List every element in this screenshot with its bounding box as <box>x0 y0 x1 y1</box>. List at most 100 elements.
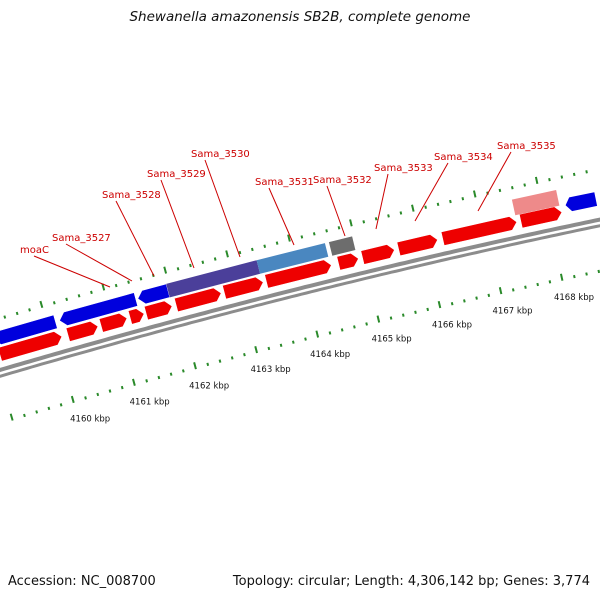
outer-tick <box>534 176 539 184</box>
scale-tick <box>353 325 356 329</box>
scale-tick <box>573 274 576 279</box>
outer-tick <box>287 234 291 242</box>
outer-tick <box>52 301 56 305</box>
label-leader <box>160 179 195 269</box>
outer-tick <box>472 190 477 198</box>
outer-tick <box>225 250 229 258</box>
scale-tick <box>437 300 442 309</box>
scale-tick <box>401 313 405 317</box>
scale-tick <box>426 307 430 312</box>
outer-tick <box>560 175 564 179</box>
reverse-gene <box>137 283 171 305</box>
scale-tick <box>511 288 515 292</box>
scale-tick <box>328 331 332 335</box>
gene-label: Sama_3528 <box>102 190 161 201</box>
outer-tick <box>163 266 168 274</box>
scale-tick <box>120 385 124 390</box>
label-leader <box>115 200 155 277</box>
reverse-gene <box>0 314 58 345</box>
label-leader <box>414 162 449 222</box>
outer-tick <box>90 290 93 295</box>
outer-tick <box>238 250 242 255</box>
forward-gene <box>127 308 145 325</box>
forward-gene <box>360 244 395 265</box>
faded-gene <box>511 190 560 216</box>
label-leader <box>477 151 512 212</box>
forward-gene <box>222 276 264 300</box>
gene-label: Sama_3532 <box>313 175 372 186</box>
scale-tick <box>304 337 307 341</box>
outer-tick <box>300 235 304 239</box>
scale-tick <box>389 316 393 320</box>
outer-tick <box>65 297 69 302</box>
scale-tick <box>47 406 51 411</box>
outer-tick <box>139 277 143 281</box>
scale-tick <box>279 343 283 347</box>
outer-tick <box>511 186 514 190</box>
outer-tick <box>362 220 366 224</box>
outer-tick <box>77 294 81 298</box>
reverse-gene <box>565 192 598 212</box>
scale-label: 4161 kbp <box>130 398 170 408</box>
map-title: Shewanella amazonensis SB2B, complete ge… <box>129 9 471 25</box>
outer-tick <box>411 204 415 212</box>
gene-label: Sama_3529 <box>147 169 206 180</box>
scale-tick <box>498 287 503 295</box>
outer-tick <box>39 300 44 309</box>
forward-gene <box>143 300 173 321</box>
outer-tick <box>250 247 254 252</box>
outer-tick <box>349 219 353 227</box>
outer-tick <box>127 280 130 284</box>
outer-tick <box>189 263 192 268</box>
scale-tick <box>559 273 564 281</box>
outer-tick <box>436 202 440 207</box>
forward-gene <box>98 312 128 333</box>
scale-label: 4163 kbp <box>251 365 291 375</box>
forward-gene <box>396 234 438 257</box>
gene-label: Sama_3535 <box>497 141 556 152</box>
accession-text: Accession: NC_008700 <box>8 574 156 589</box>
scale-tick <box>132 378 136 386</box>
scale-tick <box>9 413 14 421</box>
forward-gene <box>0 331 63 362</box>
scale-tick <box>585 272 588 276</box>
scale-tick <box>108 389 112 393</box>
scale-tick <box>206 362 210 367</box>
backbone-outer <box>0 217 600 373</box>
scale-tick <box>243 353 246 357</box>
outer-tick <box>585 170 588 174</box>
scale-tick <box>487 293 491 298</box>
scale-tick <box>597 269 600 274</box>
outer-tick <box>275 241 279 245</box>
scale-label: 4164 kbp <box>310 350 350 360</box>
outer-tick <box>461 197 465 201</box>
scale-tick <box>524 285 527 289</box>
outer-tick <box>176 267 180 271</box>
scale-tick <box>230 356 234 360</box>
forward-gene <box>518 206 563 229</box>
scale-tick <box>193 362 197 370</box>
scale-tick <box>291 340 295 344</box>
scale-tick <box>145 379 149 383</box>
outer-tick <box>101 283 106 291</box>
label-leader <box>33 255 111 288</box>
scale-tick <box>315 330 320 338</box>
forward-gene <box>173 287 222 313</box>
outer-tick <box>337 226 341 230</box>
outer-tick <box>523 183 526 187</box>
label-leader <box>268 187 295 246</box>
outer-tick <box>572 172 576 177</box>
forward-gene <box>440 216 518 246</box>
backbone-inner <box>0 224 600 378</box>
scale-label: 4167 kbp <box>493 306 533 316</box>
outer-tick <box>387 214 390 218</box>
outer-tick <box>548 177 551 182</box>
forward-gene <box>264 259 332 289</box>
pseudogene <box>328 236 356 256</box>
scale-tick <box>475 296 478 300</box>
outer-tick <box>201 260 205 264</box>
scale-tick <box>181 369 185 373</box>
scale-tick <box>414 310 417 314</box>
highlight-gene <box>166 260 261 298</box>
scale-tick <box>463 299 466 303</box>
